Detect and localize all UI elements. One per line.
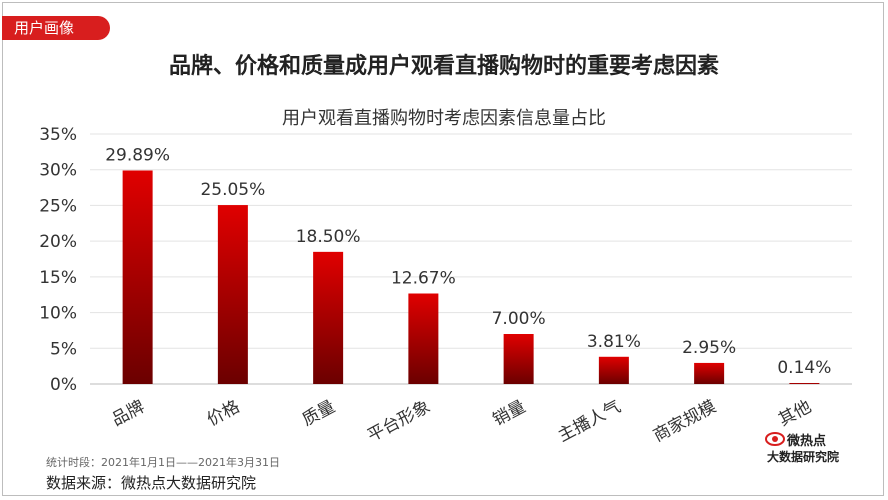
bar-value-label: 2.95%: [682, 338, 736, 358]
bar-value-label: 18.50%: [296, 227, 361, 247]
bar-6: [598, 356, 629, 384]
y-tick-label: 35%: [39, 125, 77, 145]
data-source: 数据来源：微热点大数据研究院: [46, 474, 257, 492]
chart-title: 用户观看直播购物时考虑因素信息量占比: [282, 108, 606, 129]
bar-value-label: 29.89%: [105, 146, 170, 166]
y-tick-label: 20%: [39, 232, 77, 252]
section-badge: 用户画像: [2, 16, 110, 40]
bar-value-label: 25.05%: [200, 180, 265, 200]
page-title: 品牌、价格和质量成用户观看直播购物时的重要考虑因素: [168, 54, 719, 79]
x-category-label: 主播人气: [555, 397, 624, 447]
bar-5: [503, 334, 534, 384]
x-category-label: 销量: [490, 397, 529, 431]
y-tick-label: 0%: [50, 375, 77, 395]
bar-value-label: 3.81%: [587, 332, 641, 352]
bar-7: [694, 362, 725, 384]
bar-4: [408, 293, 439, 384]
y-tick-label: 5%: [50, 339, 77, 359]
y-tick-label: 30%: [39, 161, 77, 181]
x-category-label: 价格: [204, 397, 243, 431]
weirediandian-logo: 微热点 大数据研究院: [765, 430, 865, 470]
bar-8: [789, 383, 820, 384]
bar-2: [217, 205, 248, 384]
y-tick-label: 15%: [39, 268, 77, 288]
y-tick-label: 25%: [39, 196, 77, 216]
x-category-label: 平台形象: [364, 397, 433, 447]
logo-text-top: 微热点: [787, 434, 827, 449]
logo-text-bottom: 大数据研究院: [767, 450, 840, 464]
bar-value-label: 12.67%: [391, 269, 456, 289]
x-category-label: 质量: [299, 397, 338, 431]
statistics-period: 统计时段：2021年1月1日——2021年3月31日: [46, 456, 280, 469]
x-category-label: 商家规模: [650, 397, 719, 447]
x-category-label: 品牌: [109, 397, 148, 431]
bar-value-label: 7.00%: [492, 309, 546, 329]
eye-logo-icon: [765, 432, 785, 446]
bar-1: [122, 170, 153, 384]
bar-value-label: 0.14%: [777, 358, 831, 378]
bar-3: [313, 251, 344, 384]
y-tick-label: 10%: [39, 304, 77, 324]
x-category-label: 其他: [775, 397, 814, 431]
